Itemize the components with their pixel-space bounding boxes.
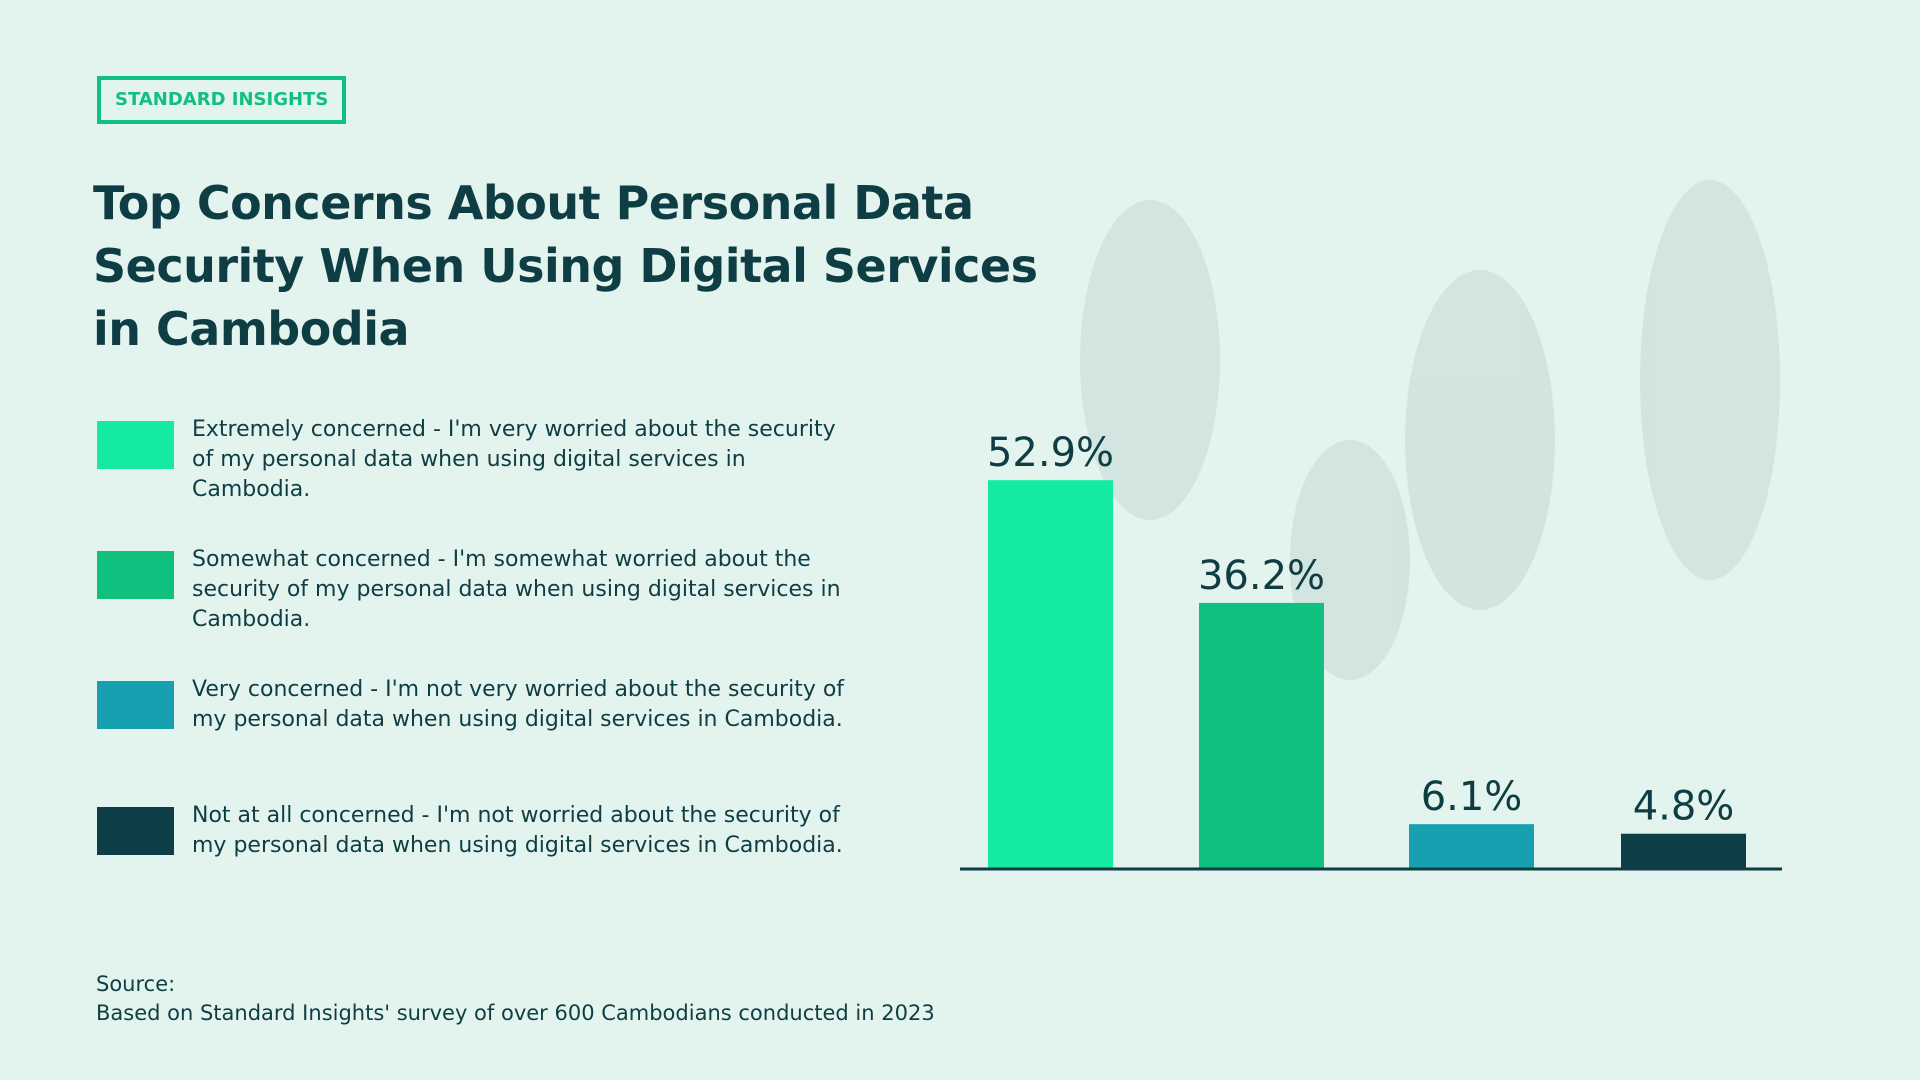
- bar: [1409, 824, 1534, 869]
- bar: [988, 480, 1113, 869]
- legend-swatch: [97, 421, 174, 469]
- legend-swatch: [97, 551, 174, 599]
- legend-label: Very concerned - I'm not very worried ab…: [192, 677, 845, 732]
- source-label: Source:: [96, 972, 176, 996]
- value-label: 36.2%: [1198, 553, 1325, 599]
- legend-label: Not at all concerned - I'm not worried a…: [192, 803, 843, 858]
- source-text: Based on Standard Insights' survey of ov…: [96, 1001, 935, 1025]
- chart-title: Top Concerns About Personal Data Securit…: [93, 176, 1038, 356]
- source: Source: Based on Standard Insights' surv…: [96, 970, 935, 1028]
- background-illustration: [1080, 180, 1780, 680]
- legend-label: Somewhat concerned - I'm somewhat worrie…: [192, 547, 841, 632]
- brand-badge: STANDARD INSIGHTS: [97, 76, 347, 124]
- bar: [1621, 833, 1746, 869]
- legend-swatch: [97, 807, 174, 855]
- legend-label: Extremely concerned - I'm very worried a…: [192, 417, 836, 502]
- value-label: 52.9%: [987, 430, 1114, 476]
- legend-swatch: [97, 681, 174, 729]
- value-label: 6.1%: [1421, 774, 1523, 820]
- value-label: 4.8%: [1633, 784, 1735, 830]
- bar: [1199, 602, 1324, 869]
